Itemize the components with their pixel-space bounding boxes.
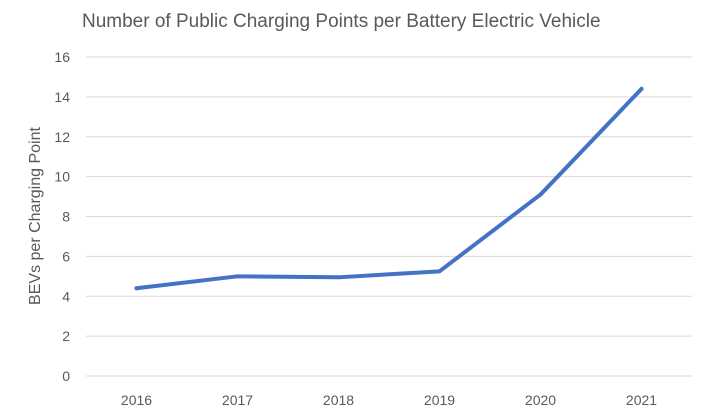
- gridlines: [86, 56, 692, 377]
- data-point-2017: [235, 274, 240, 279]
- x-tick-label: 2018: [323, 392, 354, 408]
- y-axis-label: BEVs per Charging Point: [27, 127, 44, 305]
- y-tick-label: 4: [62, 288, 70, 304]
- x-tick-label: 2016: [121, 392, 152, 408]
- chart-title: Number of Public Charging Points per Bat…: [82, 11, 601, 32]
- y-tick-label: 14: [54, 89, 70, 105]
- x-axis-ticks: 2016 2017 2018 2019 2020 2021: [121, 392, 657, 408]
- y-tick-label: 16: [54, 49, 70, 65]
- y-tick-label: 2: [62, 328, 70, 344]
- data-point-2020: [538, 192, 543, 197]
- y-tick-label: 6: [62, 248, 70, 264]
- x-tick-label: 2021: [626, 392, 657, 408]
- data-point-2021: [639, 86, 644, 91]
- series-line: [134, 86, 644, 291]
- y-tick-label: 10: [54, 169, 70, 185]
- series-layer: [134, 86, 644, 291]
- x-tick-label: 2017: [222, 392, 253, 408]
- y-tick-label: 12: [54, 129, 70, 145]
- data-point-2018: [336, 275, 341, 280]
- data-point-2019: [437, 269, 442, 274]
- y-tick-label: 0: [62, 368, 70, 384]
- data-point-2016: [134, 286, 139, 291]
- x-tick-label: 2020: [525, 392, 556, 408]
- y-tick-label: 8: [62, 209, 70, 225]
- y-axis-ticks: 0 2 4 6 8 10 12 14 16: [54, 49, 70, 384]
- x-tick-label: 2019: [424, 392, 455, 408]
